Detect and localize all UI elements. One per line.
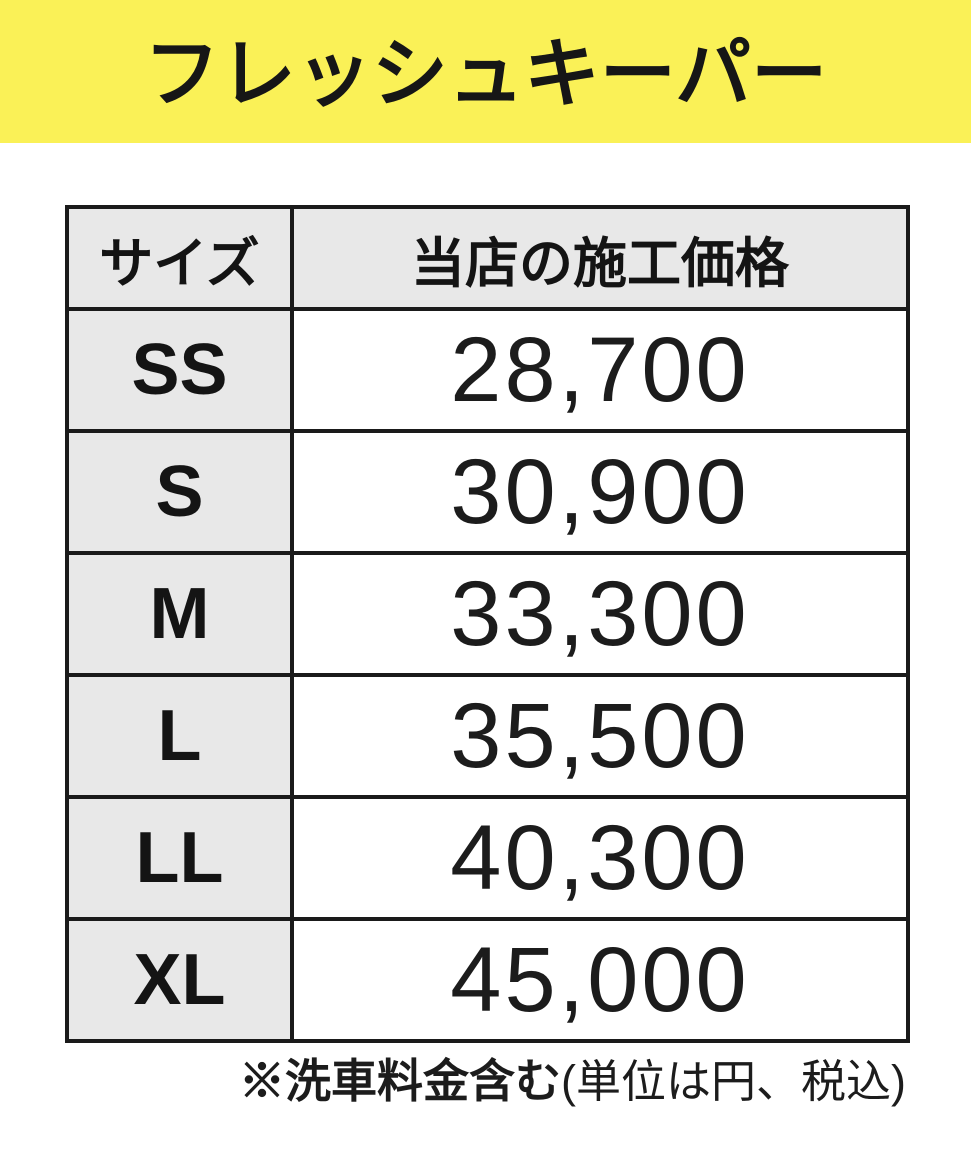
- price-cell: 45,000: [290, 917, 910, 1043]
- size-cell: LL: [65, 795, 294, 921]
- footnote-detail: (単位は円、税込): [561, 1056, 906, 1107]
- size-cell: XL: [65, 917, 294, 1043]
- size-cell: S: [65, 429, 294, 555]
- footnote: ※洗車料金含む(単位は円、税込): [239, 1054, 906, 1109]
- column-header-price: 当店の施工価格: [290, 205, 910, 311]
- column-header-size: サイズ: [65, 205, 294, 311]
- size-cell: L: [65, 673, 294, 799]
- price-cell: 35,500: [290, 673, 910, 799]
- table-header-row: サイズ 当店の施工価格: [65, 205, 910, 311]
- price-cell: 28,700: [290, 307, 910, 433]
- size-cell: M: [65, 551, 294, 677]
- page-title: フレッシュキーパー: [143, 31, 828, 117]
- price-cell: 40,300: [290, 795, 910, 921]
- price-cell: 30,900: [290, 429, 910, 555]
- table-row: S 30,900: [65, 429, 910, 555]
- footnote-emphasis: ※洗車料金含む: [239, 1055, 562, 1107]
- table-row: XL 45,000: [65, 917, 910, 1043]
- price-table: サイズ 当店の施工価格 SS 28,700 S 30,900 M 33,300 …: [65, 205, 910, 1043]
- table-row: M 33,300: [65, 551, 910, 677]
- size-cell: SS: [65, 307, 294, 433]
- table-row: SS 28,700: [65, 307, 910, 433]
- table-row: L 35,500: [65, 673, 910, 799]
- title-banner: フレッシュキーパー: [0, 0, 971, 143]
- price-cell: 33,300: [290, 551, 910, 677]
- table-row: LL 40,300: [65, 795, 910, 921]
